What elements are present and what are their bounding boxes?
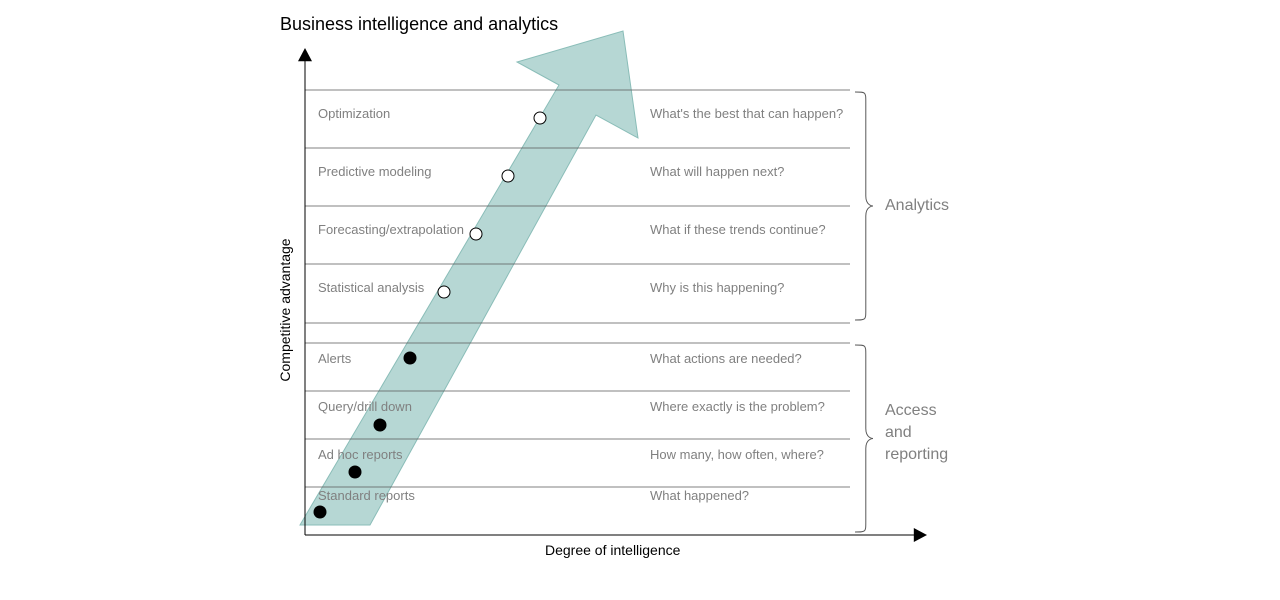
- diagram-svg: Business intelligence and analytics Optim…: [0, 0, 1280, 600]
- data-dot-4: [404, 352, 416, 364]
- x-axis-label: Degree of intelligence: [545, 542, 681, 558]
- data-dot-6: [349, 466, 361, 478]
- y-axis-arrow-icon: [298, 48, 312, 61]
- data-dot-0: [534, 112, 546, 124]
- row-question-4: What actions are needed?: [650, 351, 802, 366]
- y-axis-label: Competitive advantage: [277, 238, 293, 381]
- row-label-2: Forecasting/extrapolation: [318, 222, 464, 237]
- row-label-0: Optimization: [318, 106, 390, 121]
- row-question-3: Why is this happening?: [650, 280, 784, 295]
- row-question-2: What if these trends continue?: [650, 222, 826, 237]
- row-label-1: Predictive modeling: [318, 164, 431, 179]
- data-dot-2: [470, 228, 482, 240]
- row-question-7: What happened?: [650, 488, 749, 503]
- group-label-reporting-line-0: Access: [885, 402, 937, 419]
- row-label-6: Ad hoc reports: [318, 447, 403, 462]
- brace-analytics-icon: [855, 92, 873, 320]
- group-label-reporting-line-2: reporting: [885, 446, 948, 463]
- row-label-3: Statistical analysis: [318, 280, 425, 295]
- row-label-7: Standard reports: [318, 488, 415, 503]
- data-dot-1: [502, 170, 514, 182]
- row-question-5: Where exactly is the problem?: [650, 399, 825, 414]
- data-dot-7: [314, 506, 326, 518]
- chart-title: Business intelligence and analytics: [280, 14, 558, 34]
- row-question-6: How many, how often, where?: [650, 447, 824, 462]
- row-question-1: What will happen next?: [650, 164, 784, 179]
- data-dot-3: [438, 286, 450, 298]
- group-label-reporting-line-1: and: [885, 424, 912, 441]
- row-label-4: Alerts: [318, 351, 352, 366]
- brace-reporting-icon: [855, 345, 873, 532]
- row-label-5: Query/drill down: [318, 399, 412, 414]
- x-axis-arrow-icon: [914, 528, 927, 542]
- row-question-0: What's the best that can happen?: [650, 106, 843, 121]
- group-label-analytics-line-0: Analytics: [885, 197, 949, 214]
- data-dot-5: [374, 419, 386, 431]
